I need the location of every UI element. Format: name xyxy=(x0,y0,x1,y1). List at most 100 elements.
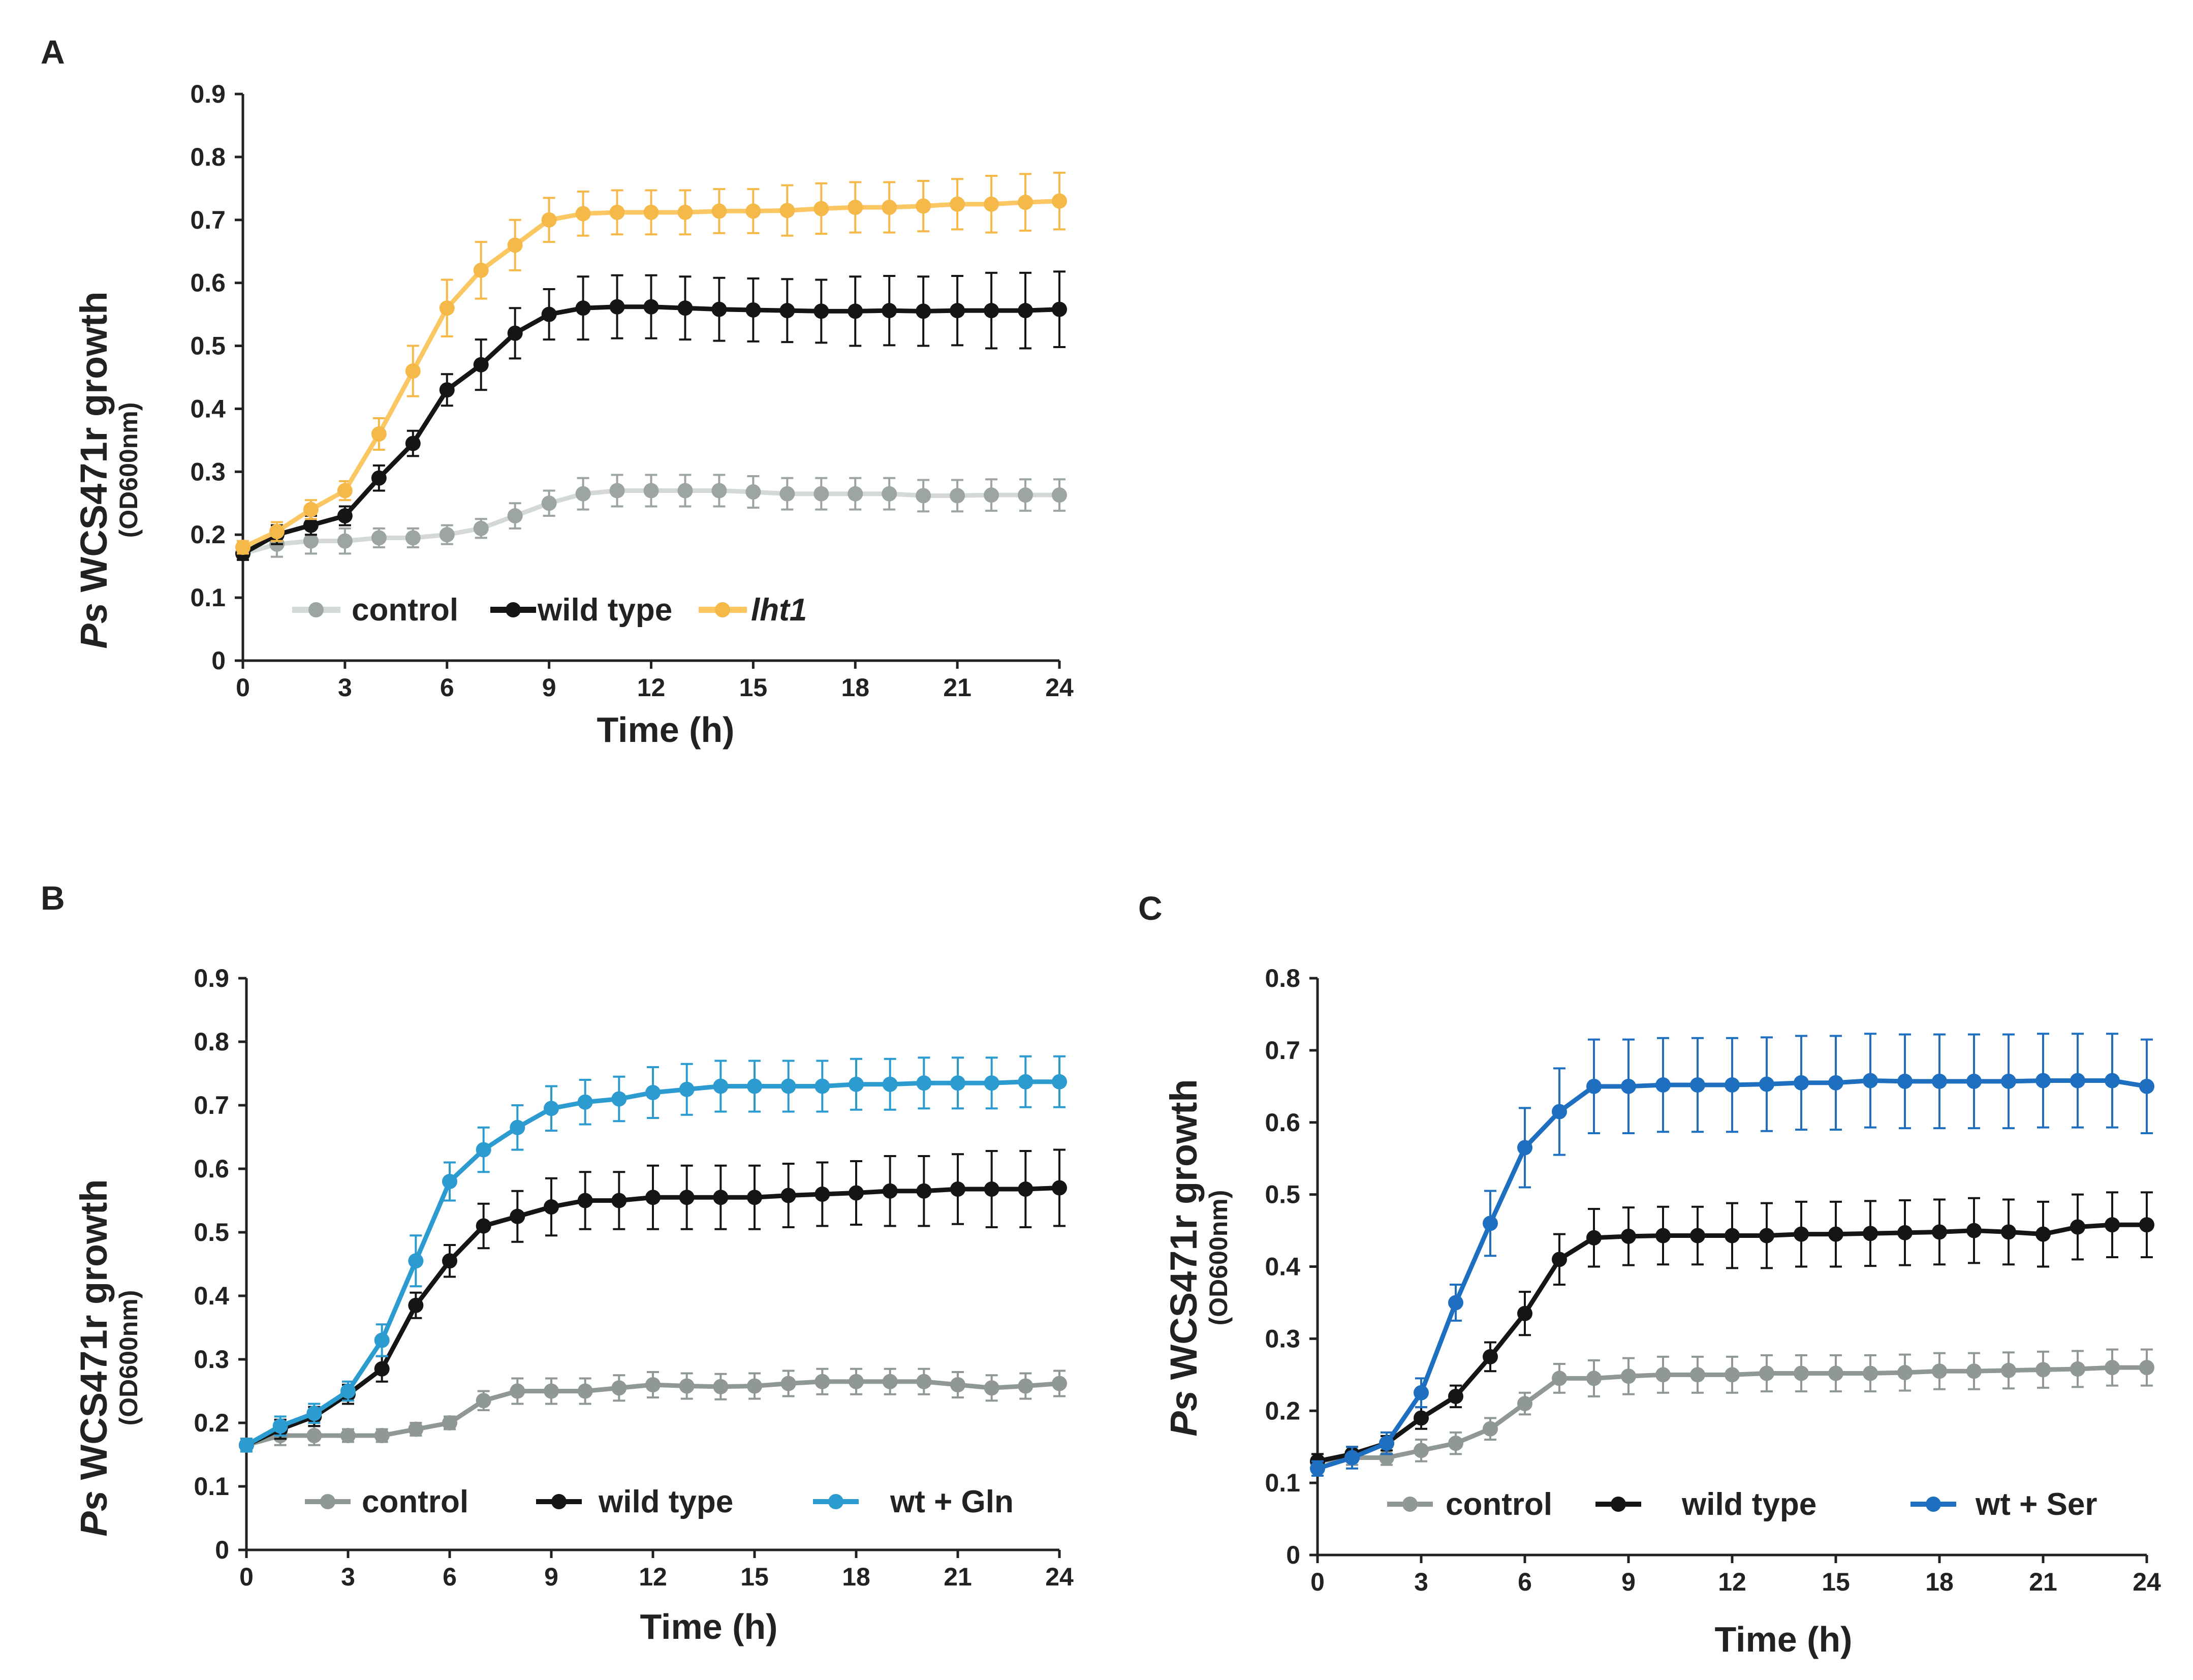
chart-a-point-lht1 xyxy=(609,204,625,220)
panel-b: B 0 0.1 0.2 0.3 0.4 0.5 0.6 0.7 0.8 0.9 0 3 6 9 12 15 18… xyxy=(41,879,1074,1646)
chart-a-point-lht1 xyxy=(303,502,319,517)
chart-a-legend-item-lht1: lht1 xyxy=(699,593,807,628)
chart-b-x-axis-title: Time (h) xyxy=(640,1607,778,1646)
chart-a-point-wild-type xyxy=(813,303,829,319)
chart-c-point-wt-ser xyxy=(1552,1104,1567,1119)
chart-a-point-wild-type xyxy=(439,382,455,398)
svg-text:Ps WCS471r growth: Ps WCS471r growth xyxy=(1163,1079,1205,1436)
chart-a-point-lht1 xyxy=(541,212,557,228)
chart-b-point-wt-gln xyxy=(476,1142,491,1158)
chart-b-legend-marker-wt-gln xyxy=(828,1494,843,1509)
chart-c-ylabel-prefix: Ps xyxy=(1163,1390,1205,1437)
chart-b-point-control xyxy=(780,1376,796,1391)
chart-b-point-wt-gln xyxy=(408,1253,424,1269)
chart-c-point-control xyxy=(1725,1367,1740,1383)
chart-a-legend-item-wild-type: wild type xyxy=(490,593,672,628)
chart-b-point-control xyxy=(340,1428,356,1443)
chart-c-point-wild-type xyxy=(1621,1228,1636,1244)
chart-a-x-tick-label: 15 xyxy=(739,673,768,702)
chart-a-point-lht1 xyxy=(507,237,523,253)
chart-c-point-wt-ser xyxy=(1414,1385,1429,1401)
chart-c-point-control xyxy=(1828,1365,1843,1381)
chart-a-y-tick-label: 0.9 xyxy=(190,80,226,108)
panel-a: A 0 0.1 0.2 0.3 0.4 0.5 0.6 0.7 0.8 0.9 0 3 6 9 12 15 18… xyxy=(41,33,1074,750)
chart-a-point-lht1 xyxy=(848,200,863,215)
chart-c-point-control xyxy=(1794,1365,1809,1381)
chart-b-point-wild-type xyxy=(1018,1181,1033,1197)
chart-a-y-tick-label: 0.1 xyxy=(190,583,226,612)
chart-c-point-wt-ser xyxy=(1344,1450,1360,1466)
chart-c-point-wt-ser xyxy=(1932,1073,1947,1089)
chart-c-legend-label-wt-ser: wt + Ser xyxy=(1975,1487,2097,1522)
chart-c-point-wt-ser xyxy=(1690,1077,1705,1093)
chart-c-point-wt-ser xyxy=(2105,1073,2120,1088)
chart-c-point-wt-ser xyxy=(1655,1077,1671,1093)
chart-b-legend-label-wt-gln: wt + Gln xyxy=(890,1484,1014,1519)
chart-b-point-control xyxy=(950,1377,965,1392)
chart-c-point-wt-ser xyxy=(1483,1216,1498,1231)
chart-a-legend-marker-wild-type xyxy=(506,602,521,617)
chart-b-point-wt-gln xyxy=(984,1075,999,1091)
chart-b-point-wt-gln xyxy=(1018,1074,1033,1090)
chart-b-x-tick-label: 3 xyxy=(341,1563,355,1591)
chart-b-point-wild-type xyxy=(849,1185,864,1201)
chart-c-legend-marker-wild-type xyxy=(1611,1497,1626,1512)
chart-c-point-wild-type xyxy=(1552,1252,1567,1267)
chart-b-legend-item-control: control xyxy=(305,1484,468,1519)
chart-a-legend-marker-lht1 xyxy=(715,602,730,617)
chart-b-point-wild-type xyxy=(679,1190,695,1205)
chart-a-point-control xyxy=(813,486,829,502)
chart-a-plot-area: 0 0.1 0.2 0.3 0.4 0.5 0.6 0.7 0.8 0.9 0 3 6 9 12 15 18 21… xyxy=(190,80,1074,702)
chart-c-legend-label-wild-type: wild type xyxy=(1681,1487,1816,1522)
chart-a-point-control xyxy=(1052,487,1067,503)
chart-a-point-control xyxy=(303,533,319,549)
chart-a-point-wild-type xyxy=(882,303,897,319)
chart-a-series-wild-type xyxy=(235,270,1067,562)
chart-c-y-tick-label: 0.6 xyxy=(1265,1108,1300,1137)
chart-c-legend-item-wt-ser: wt + Ser xyxy=(1910,1487,2097,1522)
chart-b-point-wild-type xyxy=(476,1218,491,1234)
chart-a-point-lht1 xyxy=(405,363,421,379)
chart-b-point-wild-type xyxy=(510,1208,525,1224)
chart-b-y-tick-label: 0.3 xyxy=(194,1345,229,1374)
chart-b-point-wt-gln xyxy=(239,1437,254,1453)
chart-c-point-wild-type xyxy=(1932,1224,1947,1240)
chart-b-point-wt-gln xyxy=(340,1383,356,1399)
chart-b-ylabel-prefix: Ps xyxy=(73,1490,115,1537)
chart-c-legend-item-wild-type: wild type xyxy=(1595,1487,1816,1522)
chart-c-point-control xyxy=(2035,1362,2051,1378)
chart-c-point-control xyxy=(2070,1361,2085,1377)
chart-b-series-wt-gln xyxy=(239,1055,1067,1453)
chart-c-point-wt-ser xyxy=(2001,1073,2016,1089)
chart-c-point-wild-type xyxy=(1863,1226,1878,1241)
chart-c-point-control xyxy=(1483,1421,1498,1437)
chart-b-y-tick-label: 0.8 xyxy=(194,1028,229,1056)
chart-a-x-axis-title: Time (h) xyxy=(597,710,735,750)
chart-b-point-wt-gln xyxy=(950,1075,965,1091)
chart-b-point-wild-type xyxy=(577,1193,593,1208)
chart-b-point-control xyxy=(1018,1378,1033,1394)
chart-a-point-control xyxy=(677,483,693,499)
chart-a-point-wild-type xyxy=(473,357,489,372)
chart-a-point-lht1 xyxy=(1052,193,1067,209)
chart-b-legend-marker-control xyxy=(320,1494,335,1509)
chart-b-point-wt-gln xyxy=(882,1076,898,1092)
panel-letter-b: B xyxy=(41,879,65,917)
chart-c-point-wild-type xyxy=(2105,1217,2120,1233)
chart-a-point-wild-type xyxy=(848,303,863,319)
chart-b-legend-item-wild-type: wild type xyxy=(536,1484,733,1519)
chart-a-point-lht1 xyxy=(269,524,285,540)
chart-b-y-tick-label: 0.9 xyxy=(194,964,229,992)
chart-c-point-wild-type xyxy=(1517,1305,1532,1321)
chart-c-point-wild-type xyxy=(1794,1226,1809,1242)
chart-a-legend: control wild type lht1 xyxy=(292,593,807,628)
chart-a-point-lht1 xyxy=(677,204,693,220)
chart-a-point-wild-type xyxy=(405,435,421,451)
chart-b-point-wt-gln xyxy=(679,1081,695,1097)
chart-a-point-lht1 xyxy=(473,262,489,278)
chart-b-x-tick-label: 9 xyxy=(544,1563,558,1591)
chart-b-y-tick-label: 0.2 xyxy=(194,1409,229,1437)
chart-a-point-wild-type xyxy=(745,302,761,318)
chart-a-point-wild-type xyxy=(643,299,659,315)
chart-c-legend-marker-control xyxy=(1402,1497,1418,1512)
